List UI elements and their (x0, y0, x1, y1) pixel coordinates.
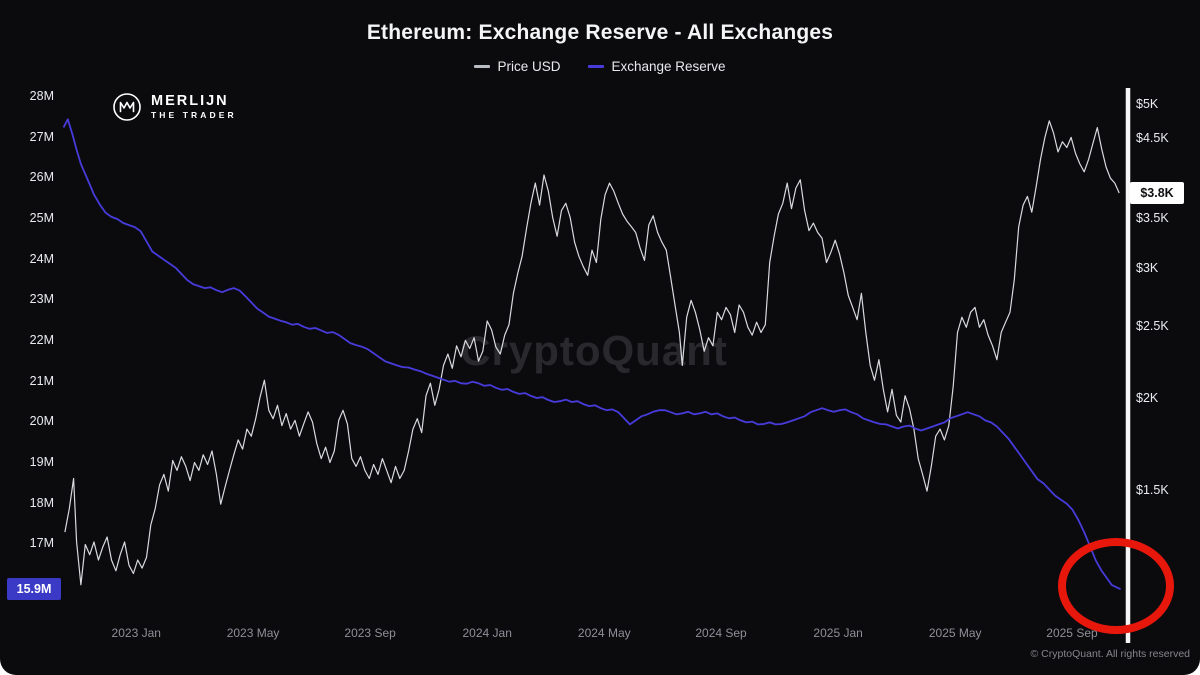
y-axis-left-tick-label: 21M (29, 373, 54, 388)
y-axis-left-tick-label: 24M (29, 251, 54, 266)
y-axis-left-tick-label: 26M (29, 170, 54, 185)
x-axis-tick-label: 2023 Jan (111, 626, 161, 640)
reserve-current-value-badge: 15.9M (7, 578, 61, 601)
y-axis-left-tick-label: 27M (29, 129, 54, 144)
y-axis-left-tick-label: 22M (29, 333, 54, 348)
merlijn-the-trader-logo: MERLIJN THE TRADER (112, 92, 237, 122)
reserve-line-swatch-icon (588, 65, 605, 68)
y-axis-left-tick-label: 25M (29, 210, 54, 225)
x-axis-tick-label: 2025 Jan (813, 626, 863, 640)
y-axis-right-tick-label: $5K (1136, 97, 1159, 112)
red-highlight-circle (1058, 538, 1174, 634)
y-axis-right-tick-label: $2K (1136, 390, 1159, 405)
x-axis-tick-label: 2025 Sep (1046, 626, 1098, 640)
y-axis-left-tick-label: 18M (29, 495, 54, 510)
y-axis-left-tick-label: 23M (29, 292, 54, 307)
y-axis-left-tick-label: 17M (29, 536, 54, 551)
logo-name-text: MERLIJN (151, 93, 229, 110)
x-axis-tick-label: 2024 May (577, 626, 631, 640)
y-axis-left-tick-label: 28M (29, 88, 54, 103)
y-axis-left-tick-label: 19M (29, 455, 54, 470)
price-line-swatch-icon (474, 65, 491, 68)
page-title: Ethereum: Exchange Reserve - All Exchang… (366, 21, 834, 44)
legend: Price USD Exchange Reserve (0, 59, 1200, 74)
legend-item-price-usd[interactable]: Price USD (474, 59, 560, 74)
legend-item-exchange-reserve[interactable]: Exchange Reserve (588, 59, 726, 74)
price-current-value-badge: $3.8K (1130, 182, 1184, 205)
y-axis-right-tick-label: $1.5K (1136, 483, 1169, 498)
y-axis-right-tick-label: $3.5K (1136, 211, 1169, 226)
y-axis-right-tick-label: $3K (1136, 260, 1159, 275)
x-axis-tick-label: 2023 Sep (344, 626, 396, 640)
y-axis-left-tick-label: 20M (29, 414, 54, 429)
x-axis-tick-label: 2023 May (226, 626, 280, 640)
y-axis-right-tick-label: $4.5K (1136, 130, 1169, 145)
legend-label-exchange-reserve: Exchange Reserve (611, 59, 726, 74)
x-axis-tick-label: 2024 Jan (462, 626, 512, 640)
legend-label-price-usd: Price USD (497, 59, 561, 74)
copyright-text: © CryptoQuant. All rights reserved (1030, 648, 1190, 660)
logo-subtitle-text: THE TRADER (151, 109, 237, 120)
reserve-line (62, 118, 1121, 591)
y-axis-right-tick-label: $2.5K (1136, 319, 1169, 334)
x-axis-tick-label: 2024 Sep (695, 626, 747, 640)
price-line (64, 120, 1120, 586)
merlijn-logo-icon (113, 93, 141, 121)
x-axis-tick-label: 2025 May (928, 626, 982, 640)
